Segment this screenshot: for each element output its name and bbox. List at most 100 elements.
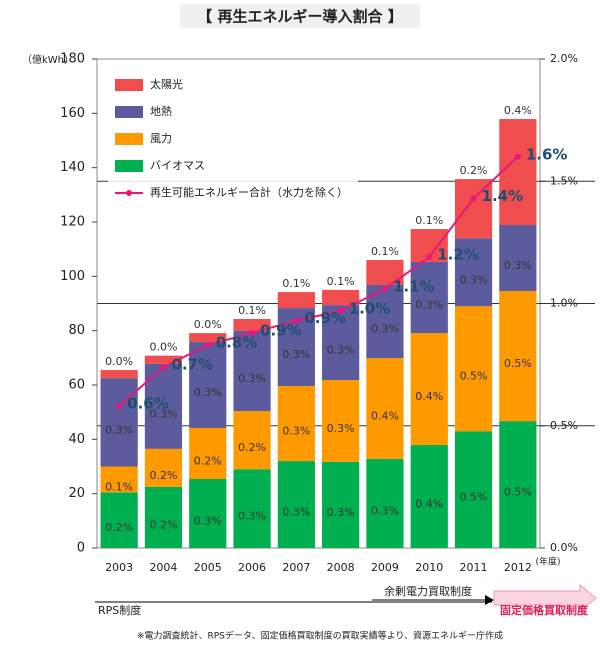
x-tick-label: 2012 [504, 561, 532, 574]
fixed-price-label: 固定価格買取制度 [500, 603, 589, 617]
bar-segment [454, 179, 493, 239]
bar-segment [366, 358, 404, 459]
line-marker [293, 317, 300, 324]
y2-tick-label: 2.0% [550, 52, 578, 65]
share-label: 0.1% [371, 245, 399, 258]
legend-label: 太陽光 [150, 77, 183, 91]
bar-segment [144, 448, 183, 487]
share-label: 0.1% [105, 480, 133, 493]
y-tick-label: 0 [77, 541, 85, 556]
share-label: 0.3% [194, 386, 222, 399]
line-label: 1.4% [482, 187, 524, 205]
y2-tick-label: 0.0% [550, 541, 578, 554]
bar-segment [100, 492, 138, 548]
share-label: 0.3% [149, 407, 177, 420]
share-label: 0.2% [149, 469, 177, 482]
legend-swatch [115, 133, 143, 145]
line-marker [204, 342, 211, 349]
x-tick-label: 2004 [149, 561, 177, 574]
share-label: 0.5% [460, 491, 488, 504]
bar-segment [454, 431, 493, 548]
share-label: 0.5% [504, 486, 532, 499]
bar-segment [499, 119, 537, 225]
legend-label: 風力 [150, 132, 172, 145]
bar-segment [322, 305, 360, 381]
line-label: 0.7% [171, 356, 213, 374]
share-label: 0.2% [194, 454, 222, 467]
line-marker [426, 254, 433, 261]
fixed-price-arrow [493, 583, 597, 613]
share-label: 0.2% [105, 521, 133, 534]
x-tick-label: 2008 [327, 561, 355, 574]
share-label: 0.3% [460, 273, 488, 286]
bar-segment [410, 261, 448, 334]
share-label: 0.4% [415, 498, 443, 511]
bar-segment [233, 469, 271, 548]
bar-segment [189, 478, 227, 548]
x-tick-label: 2005 [194, 561, 222, 574]
bar-segment [366, 285, 404, 359]
share-label: 0.3% [371, 323, 399, 336]
line-marker [160, 364, 167, 371]
rps-label: RPS制度 [98, 603, 141, 617]
x-tick-label: 2010 [415, 561, 443, 574]
line [118, 156, 519, 407]
share-label: 0.3% [238, 372, 266, 385]
legend-marker [126, 190, 132, 196]
share-label: 0.3% [327, 344, 355, 357]
share-label: 0.1% [327, 275, 355, 288]
bar-segment [233, 318, 271, 331]
x-axis-label: (年度) [535, 556, 560, 568]
line-marker [337, 307, 344, 314]
line-marker [116, 403, 123, 410]
title-box [180, 4, 420, 28]
line-label: 1.6% [526, 145, 568, 163]
share-label: 0.0% [105, 355, 133, 368]
bar-segment [366, 458, 404, 548]
legend-swatch [115, 79, 143, 91]
line-marker [381, 285, 388, 292]
bar-segment [277, 461, 315, 548]
x-tick-label: 2007 [282, 561, 310, 574]
share-label: 0.3% [327, 422, 355, 435]
share-label: 0.3% [282, 348, 310, 361]
x-tick-label: 2011 [460, 561, 488, 574]
line-marker [514, 153, 521, 160]
share-label: 0.2% [238, 441, 266, 454]
y-tick-label: 80 [68, 323, 85, 338]
share-label: 0.3% [504, 259, 532, 272]
y-axis-label: （億kWh） [22, 53, 74, 66]
share-label: 0.1% [282, 277, 310, 290]
bar-segment [277, 386, 315, 462]
y-tick-label: 60 [68, 378, 85, 393]
share-label: 0.3% [282, 506, 310, 519]
share-label: 0.4% [504, 104, 532, 117]
line-label: 0.6% [127, 395, 169, 413]
bar-segment [100, 466, 138, 493]
bar-segment [233, 411, 271, 470]
share-label: 0.3% [327, 506, 355, 519]
bar-segment [499, 224, 537, 292]
share-label: 0.1% [238, 304, 266, 317]
bar-segment [189, 333, 227, 343]
chart-title: 【 再生エネルギー導入割合 】 [197, 8, 402, 26]
line-marker [470, 195, 477, 202]
share-label: 0.4% [415, 390, 443, 403]
line-label: 0.8% [216, 334, 258, 352]
bar-segment [454, 306, 493, 432]
bar-segment [322, 289, 360, 306]
legend-swatch [115, 160, 143, 172]
footnote: ※電力調査統計、RPSデータ、固定価格買取制度の買取実績等より、資源エネルギー庁… [137, 630, 503, 642]
share-label: 0.2% [149, 518, 177, 531]
y-tick-label: 140 [60, 160, 85, 175]
surplus-label: 余剰電力買取制度 [384, 584, 472, 598]
bar-segment [189, 427, 227, 479]
line-label: 1.2% [437, 246, 479, 264]
line-marker [249, 329, 256, 336]
x-tick-label: 2006 [238, 561, 266, 574]
y-tick-label: 20 [68, 486, 85, 501]
y-tick-label: 100 [60, 269, 85, 284]
share-label: 0.3% [371, 504, 399, 517]
bar-segment [144, 355, 183, 364]
bar-segment [410, 445, 448, 548]
